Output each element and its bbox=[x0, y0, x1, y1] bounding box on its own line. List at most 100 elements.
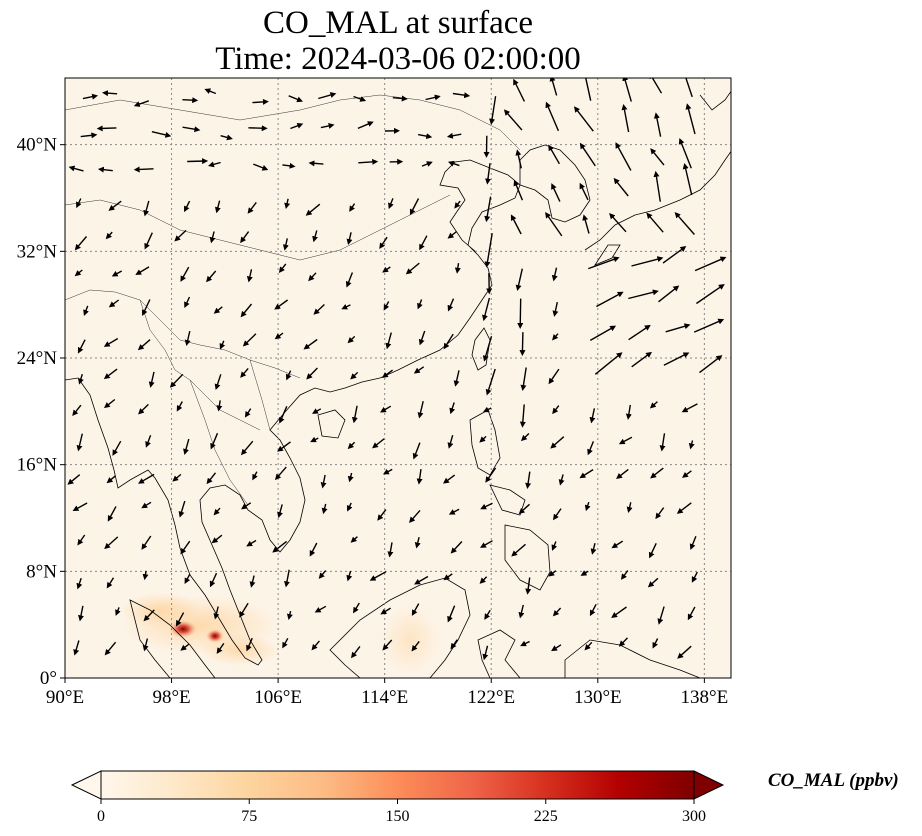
wind-vector bbox=[515, 149, 522, 169]
wind-vector bbox=[76, 577, 83, 590]
wind-vector bbox=[214, 374, 222, 391]
wind-vector bbox=[240, 231, 250, 244]
wind-vector bbox=[551, 644, 562, 652]
wind-vector bbox=[485, 467, 497, 483]
wind-vector bbox=[83, 305, 89, 317]
x-tick-label: 138°E bbox=[681, 687, 729, 708]
wind-vector bbox=[353, 95, 367, 102]
wind-vector bbox=[453, 370, 460, 387]
wind-vector bbox=[142, 638, 149, 652]
wind-vector bbox=[347, 335, 356, 344]
wind-vector bbox=[308, 272, 317, 282]
wind-vector bbox=[688, 440, 695, 450]
wind-vector bbox=[103, 337, 119, 347]
wind-vector bbox=[220, 134, 233, 141]
wind-vector bbox=[518, 604, 525, 619]
wind-vector bbox=[204, 88, 217, 95]
wind-vector bbox=[691, 571, 698, 583]
wind-vector bbox=[517, 298, 524, 329]
colorbar-gradient bbox=[100, 770, 695, 800]
wind-vector bbox=[82, 93, 99, 100]
wind-vector bbox=[653, 170, 661, 202]
wind-vector bbox=[253, 163, 269, 171]
wind-vector bbox=[240, 367, 249, 378]
wind-vector bbox=[625, 404, 632, 420]
wind-vector bbox=[649, 401, 658, 409]
wind-vector bbox=[584, 641, 593, 651]
map-frame bbox=[64, 77, 732, 679]
wind-vector bbox=[309, 542, 318, 557]
wind-vector bbox=[485, 368, 496, 396]
wind-vector bbox=[653, 112, 662, 137]
wind-vector bbox=[548, 368, 560, 385]
wind-vector bbox=[349, 203, 356, 212]
wind-vector bbox=[685, 78, 693, 98]
wind-vector bbox=[141, 501, 152, 509]
wind-vector bbox=[414, 575, 429, 585]
wind-vector bbox=[382, 639, 393, 651]
wind-vector bbox=[242, 333, 257, 347]
wind-vector bbox=[615, 142, 632, 171]
wind-vector bbox=[620, 570, 629, 580]
wind-vector bbox=[589, 325, 617, 342]
wind-vector bbox=[240, 303, 253, 318]
wind-vector bbox=[650, 148, 665, 166]
wind-vector bbox=[520, 640, 530, 647]
wind-vector bbox=[252, 471, 258, 481]
wind-vector bbox=[102, 90, 118, 97]
wind-vector bbox=[626, 502, 633, 514]
wind-vector bbox=[381, 369, 394, 378]
wind-vector bbox=[392, 95, 408, 102]
wind-vector bbox=[68, 165, 84, 172]
wind-vector bbox=[278, 263, 287, 273]
wind-vector bbox=[587, 441, 595, 456]
wind-vector bbox=[240, 440, 254, 456]
wind-vector bbox=[485, 163, 491, 185]
wind-vector bbox=[479, 435, 487, 443]
wind-vector bbox=[454, 200, 461, 209]
wind-vector bbox=[409, 509, 421, 523]
wind-vector bbox=[681, 403, 698, 413]
wind-vector bbox=[351, 645, 361, 659]
wind-vector bbox=[107, 506, 117, 522]
wind-vector bbox=[613, 177, 629, 197]
wind-vector bbox=[108, 299, 120, 308]
colorbar-tick-label: 75 bbox=[241, 808, 257, 825]
colorbar-tick-label: 225 bbox=[534, 808, 558, 825]
wind-vector bbox=[180, 540, 191, 555]
wind-vector bbox=[184, 330, 191, 347]
wind-vector bbox=[247, 201, 257, 214]
wind-vector bbox=[103, 368, 118, 380]
wind-vector bbox=[674, 211, 695, 235]
wind-vector bbox=[206, 472, 217, 485]
wind-vector bbox=[412, 442, 421, 460]
wind-vector bbox=[272, 540, 288, 553]
wind-vector bbox=[350, 371, 359, 380]
wind-vector bbox=[589, 408, 596, 424]
wind-vector bbox=[582, 214, 590, 234]
wind-vector bbox=[411, 640, 420, 652]
wind-vector bbox=[489, 96, 497, 125]
wind-vector bbox=[589, 603, 597, 617]
wind-vector bbox=[551, 267, 558, 282]
wind-vector bbox=[180, 266, 190, 282]
coastlines bbox=[65, 90, 731, 678]
map-background bbox=[65, 78, 731, 678]
wind-vector bbox=[274, 299, 289, 310]
wind-vector bbox=[174, 229, 187, 242]
wind-vector bbox=[180, 643, 190, 651]
wind-vector bbox=[442, 474, 456, 484]
wind-vector bbox=[246, 539, 257, 547]
wind-vector bbox=[350, 536, 358, 543]
wind-vector bbox=[380, 607, 391, 615]
wind-vector bbox=[657, 606, 665, 625]
wind-vector bbox=[144, 232, 153, 250]
wind-vector bbox=[588, 256, 620, 270]
colorbar-label: CO_MAL (ppbv) bbox=[768, 770, 899, 791]
wind-vector bbox=[380, 405, 392, 413]
wind-vector bbox=[682, 162, 693, 196]
wind-vector bbox=[346, 570, 353, 582]
wind-vector bbox=[347, 472, 354, 483]
wind-vector bbox=[96, 125, 117, 132]
wind-vector bbox=[104, 536, 119, 550]
